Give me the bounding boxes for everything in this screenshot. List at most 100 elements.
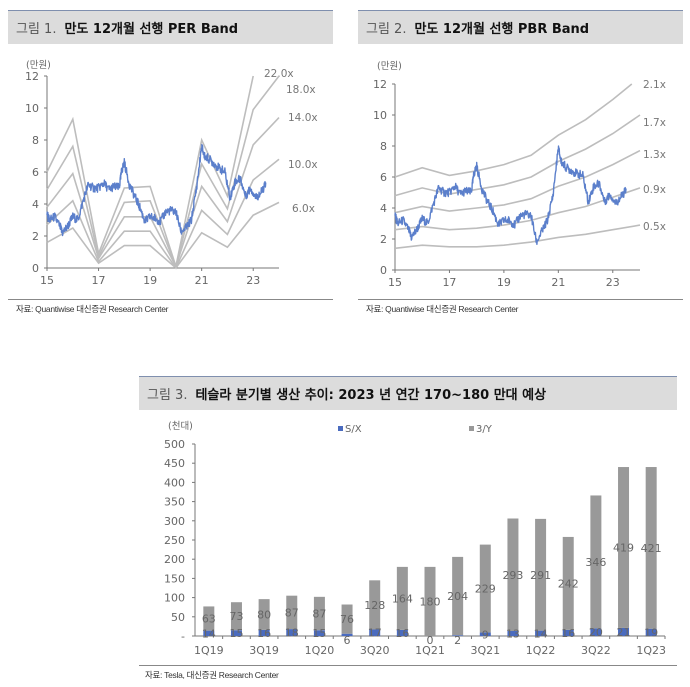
per-y-tick-label: 6 [32, 166, 39, 179]
figure-3-source: 자료: Tesla, 대신증권 Research Center [145, 670, 279, 680]
figure-1-source-rule [8, 299, 333, 300]
bar-sx-2Q20 [341, 633, 353, 636]
pbr-band-label: 1.3x [643, 149, 666, 161]
production-y-tick-label: - [181, 630, 185, 643]
pbr-price-line [394, 145, 627, 246]
bar-sx-3Q19 [258, 629, 270, 636]
bar-label-3y: 419 [613, 541, 634, 554]
production-x-tick-label: 1Q21 [415, 644, 445, 657]
bar-sx-4Q22 [618, 627, 630, 636]
bar-sx-4Q21 [507, 631, 519, 636]
bar-sx-2Q19 [230, 630, 242, 636]
bar-label-3y: 346 [585, 556, 606, 569]
figure-1-source: 자료: Quantiwise 대신증권 Research Center [16, 304, 169, 314]
bar-label-sx: 0 [427, 634, 434, 647]
production-y-tick-label: 50 [171, 611, 185, 624]
per-band-label: 18.0x [286, 84, 316, 96]
bar-3y-2Q20 [341, 604, 353, 634]
figure-1-number: 그림 1. [16, 22, 57, 37]
bar-label-3y: 229 [475, 583, 496, 596]
bar-3y-3Q19 [258, 599, 270, 630]
pbr-y-tick-label: 0 [380, 264, 387, 277]
bar-3y-4Q21 [507, 518, 519, 632]
figure-1-title-bar: 그림 1. 만도 12개월 선행 PER Band [8, 10, 333, 44]
bar-3y-2Q22 [562, 536, 574, 630]
per-y-tick-label: 12 [25, 70, 39, 83]
bar-label-3y: 73 [229, 610, 243, 623]
bar-label-sx: 14 [534, 627, 548, 640]
pbr-band-line-1.3x [394, 149, 641, 214]
per-y-unit-label: (만원) [26, 60, 51, 71]
per-band-label: 14.0x [288, 112, 318, 124]
production-x-tick-label: 1Q19 [194, 644, 224, 657]
bar-3y-2Q21 [452, 556, 464, 636]
bar-3y-1Q19 [203, 606, 215, 631]
tesla-production-chart: (천대) S/X 3/Y-50100150200250300350400450500… [164, 421, 666, 657]
production-y-tick-label: 300 [164, 515, 185, 528]
bar-label-3y: 293 [502, 569, 523, 582]
pbr-y-tick-label: 4 [380, 202, 387, 215]
legend-swatch-3y [469, 426, 474, 431]
per-y-tick-label: 8 [32, 134, 39, 147]
pbr-x-tick-label: 15 [388, 276, 402, 289]
pbr-band-label: 0.5x [643, 221, 666, 233]
bar-3y-4Q20 [396, 566, 408, 630]
figure-3-number: 그림 3. [147, 388, 188, 403]
pbr-band-label: 1.7x [643, 117, 666, 129]
production-x-tick-label: 3Q22 [581, 644, 611, 657]
bar-label-sx: 14 [202, 627, 216, 640]
bar-label-3y: 291 [530, 569, 551, 582]
pbr-band-label: 2.1x [643, 79, 666, 91]
bar-label-3y: 80 [257, 608, 271, 621]
legend-label-3y: 3/Y [476, 424, 493, 435]
bar-label-3y: 87 [285, 606, 299, 619]
legend-swatch-sx [338, 426, 343, 431]
bar-3y-4Q19 [286, 595, 298, 630]
pbr-band-line-0.5x [394, 224, 641, 250]
bar-sx-3Q22 [590, 628, 602, 636]
legend-label-sx: S/X [345, 424, 362, 435]
figure-2-number: 그림 2. [366, 22, 407, 37]
per-band-label: 22.0x [264, 68, 294, 80]
figure-1-title: 만도 12개월 선행 PER Band [64, 22, 239, 37]
bar-3y-1Q20 [313, 596, 325, 631]
per-band-line-6.0x [46, 201, 280, 270]
per-x-tick-label: 19 [143, 274, 157, 287]
per-band-line-14.0x [46, 117, 280, 269]
production-y-tick-label: 200 [164, 553, 185, 566]
pbr-y-unit-label: (만원) [377, 61, 402, 72]
production-x-tick-label: 3Q19 [249, 644, 279, 657]
per-y-tick-label: 10 [25, 102, 39, 115]
bar-3y-1Q23 [645, 467, 657, 629]
pbr-x-tick-label: 17 [442, 276, 456, 289]
bar-label-sx: 13 [506, 628, 520, 641]
bar-label-sx: 6 [344, 634, 351, 647]
production-y-tick-label: 450 [164, 457, 185, 470]
bar-sx-1Q22 [535, 630, 547, 636]
bar-3y-4Q22 [618, 467, 630, 628]
bar-label-sx: 2 [454, 634, 461, 647]
bar-sx-1Q23 [645, 628, 657, 636]
production-x-tick-label: 3Q20 [360, 644, 390, 657]
per-y-tick-label: 0 [32, 262, 39, 275]
per-x-tick-label: 15 [40, 274, 54, 287]
bar-label-sx: 20 [589, 626, 603, 639]
pbr-x-tick-label: 23 [606, 276, 620, 289]
bar-sx-1Q20 [313, 630, 325, 636]
bar-label-3y: 421 [641, 542, 662, 555]
figure-2-title-bar: 그림 2. 만도 12개월 선행 PBR Band [358, 10, 683, 44]
production-y-tick-label: 150 [164, 572, 185, 585]
pbr-band-chart: (만원) 0 2 4 6 8 10 12 15 17 19 21 23 2.1x 1.7x 1.3x 0.9x 0… [373, 61, 666, 289]
bar-label-3y: 76 [340, 613, 354, 626]
per-band-label: 10.0x [288, 159, 318, 171]
production-y-tick-label: 250 [164, 534, 185, 547]
bar-sx-3Q21 [479, 632, 491, 636]
figure-2-source: 자료: Quantiwise 대신증권 Research Center [366, 304, 519, 314]
production-y-tick-label: 400 [164, 476, 185, 489]
figure-3-title: 테슬라 분기별 생산 추이: 2023 년 연간 170~180 만대 예상 [195, 388, 547, 403]
bar-label-sx: 17 [368, 627, 382, 640]
bar-3y-3Q20 [369, 580, 381, 630]
bar-label-sx: 15 [312, 627, 326, 640]
bar-label-3y: 242 [558, 577, 579, 590]
pbr-y-tick-label: 10 [373, 109, 387, 122]
